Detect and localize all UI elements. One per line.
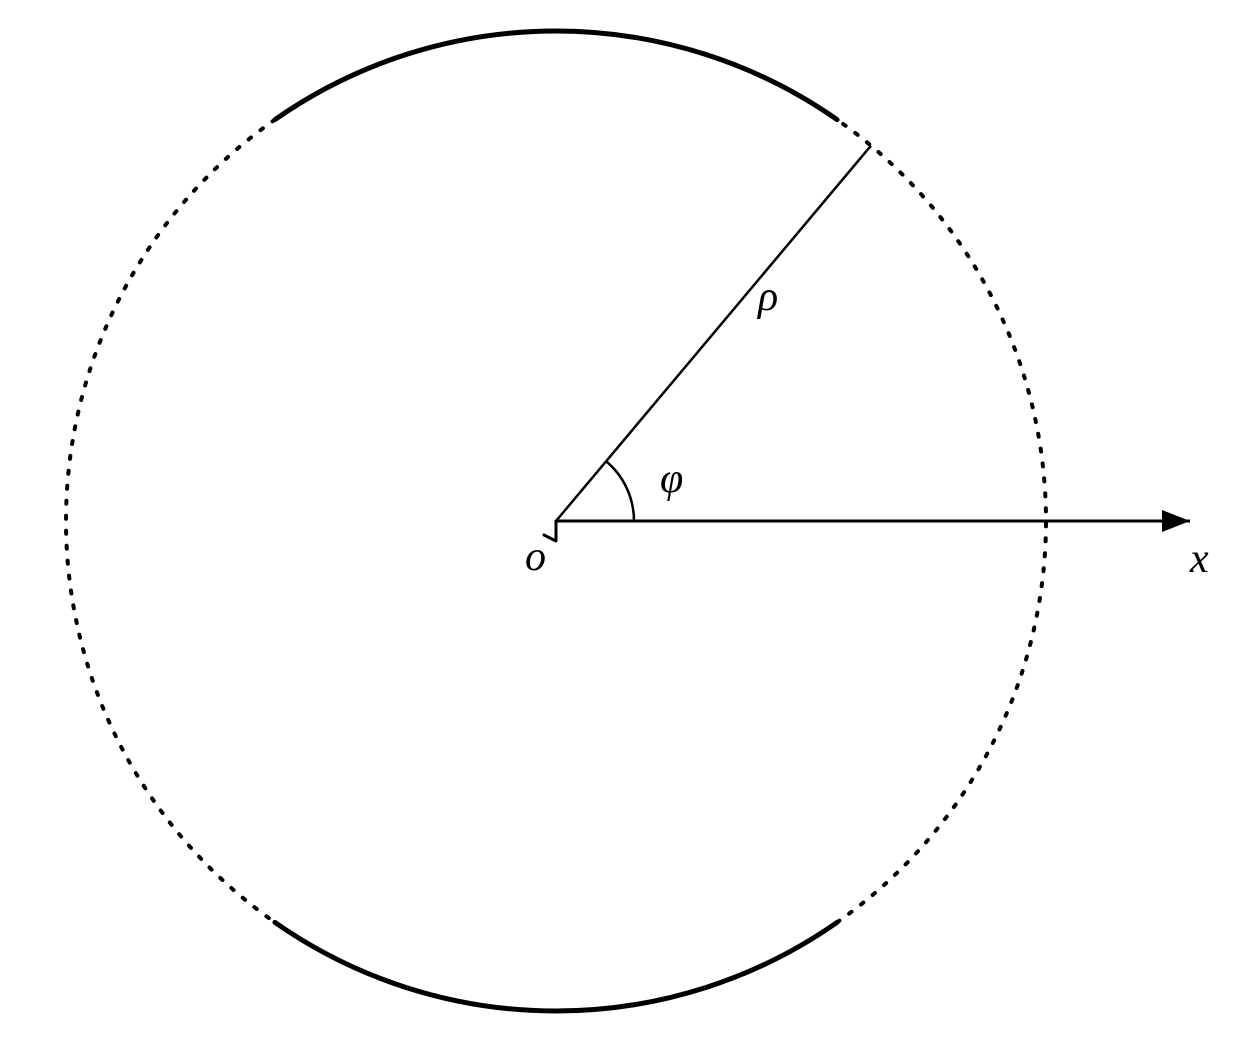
polar-diagram: o x φ ρ (0, 0, 1240, 1041)
x-label: x (1189, 536, 1209, 582)
origin-label: o (525, 534, 546, 580)
phi-label: φ (660, 456, 683, 502)
rho-label: ρ (756, 274, 778, 320)
